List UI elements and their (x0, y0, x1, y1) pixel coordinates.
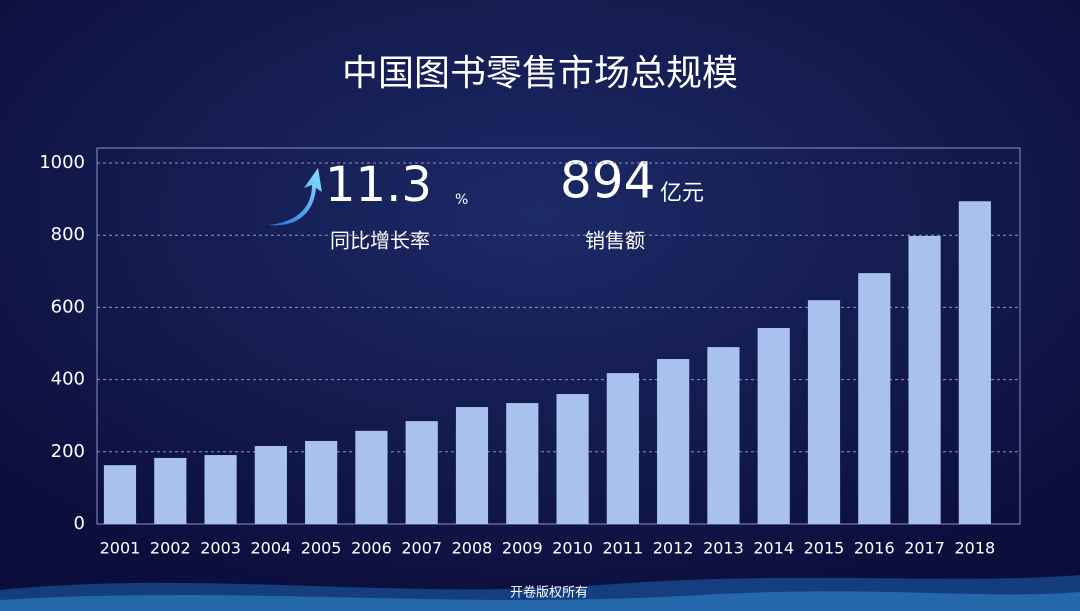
bar (455, 407, 489, 524)
bar (757, 327, 790, 524)
bar (405, 421, 438, 524)
bar (154, 457, 187, 524)
x-tick-label: 2008 (452, 539, 493, 558)
x-tick-label: 2018 (954, 539, 995, 558)
bar (204, 455, 237, 524)
x-tick-label: 2002 (150, 539, 191, 558)
x-tick-label: 2007 (401, 539, 442, 558)
bar (707, 347, 740, 524)
sales-label: 销售额 (585, 229, 645, 253)
bar (254, 446, 287, 524)
growth-value: 11.3 (325, 157, 432, 213)
y-tick-label: 600 (51, 296, 85, 317)
x-tick-label: 2004 (250, 539, 291, 558)
x-tick-label: 2014 (753, 539, 794, 558)
y-tick-label: 800 (51, 224, 85, 245)
y-tick-label: 1000 (39, 152, 85, 173)
bar (506, 403, 539, 524)
growth-unit: % (455, 192, 468, 208)
x-tick-label: 2017 (904, 539, 945, 558)
bar (958, 201, 991, 525)
x-tick-label: 2009 (502, 539, 543, 558)
bar (858, 273, 891, 524)
x-tick-label: 2015 (804, 539, 845, 558)
bar (606, 373, 639, 524)
bar (657, 359, 690, 524)
x-tick-label: 2012 (653, 539, 694, 558)
x-tick-label: 2005 (301, 539, 342, 558)
bar (556, 394, 589, 524)
growth-label: 同比增长率 (330, 229, 430, 253)
wave (0, 591, 1080, 611)
x-tick-label: 2003 (200, 539, 241, 558)
x-tick-label: 2013 (703, 539, 744, 558)
chart-title: 中国图书零售市场总规模 (342, 53, 738, 94)
bar (355, 430, 388, 524)
x-tick-label: 2006 (351, 539, 392, 558)
x-tick-label: 2016 (854, 539, 895, 558)
bar (305, 440, 338, 524)
y-tick-label: 400 (51, 369, 85, 390)
bar (103, 465, 137, 524)
footer: 开卷版权所有 (510, 585, 588, 601)
y-tick-label: 0 (74, 513, 85, 534)
bar (807, 300, 841, 524)
y-tick-label: 200 (51, 441, 85, 462)
bar (908, 235, 941, 524)
sales-value: 894 (560, 152, 655, 210)
x-tick-label: 2011 (602, 539, 643, 558)
sales-unit: 亿元 (660, 181, 704, 206)
growth-arrow (268, 168, 322, 226)
x-tick-label: 2001 (100, 539, 141, 558)
x-tick-label: 2010 (552, 539, 593, 558)
